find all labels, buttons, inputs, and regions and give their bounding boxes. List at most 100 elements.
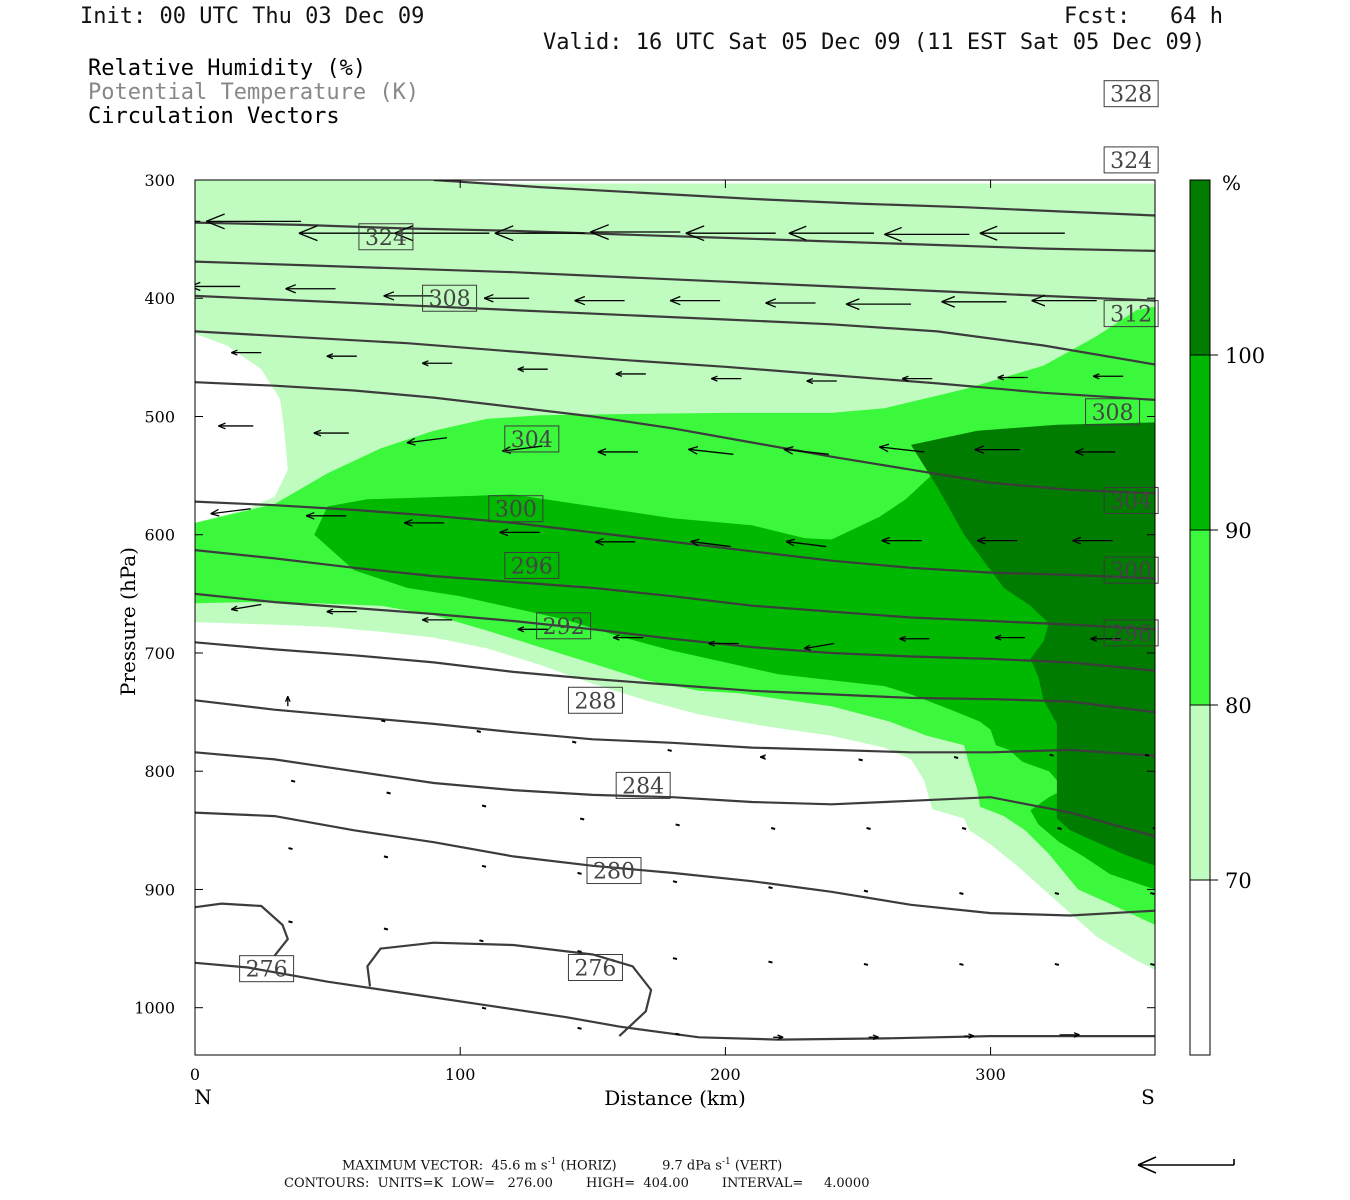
circulation-vector	[770, 827, 776, 830]
theta-label-text: 304	[1110, 489, 1152, 514]
circulation-vector	[231, 349, 262, 356]
circulation-vector	[667, 748, 672, 752]
circulation-vector	[845, 298, 912, 311]
theta-contour-280	[195, 811, 1155, 917]
theta-label-308: 308	[1085, 398, 1141, 426]
circulation-vector	[788, 225, 874, 241]
circulation-vector	[1054, 892, 1060, 895]
circulation-vector	[571, 740, 577, 744]
max-vector-readout: MAXIMUM VECTOR: 45.6 m s-1 (HORIZ) 9.7 d…	[342, 1157, 782, 1173]
theta-contour-316	[195, 294, 1155, 366]
theta-contour-288	[195, 699, 1155, 757]
theta-label-276: 276	[239, 955, 295, 983]
y-tick-label: 800	[144, 762, 175, 781]
theta-label-text: 324	[365, 226, 407, 251]
max-vector-horiz-tag: (HORIZ)	[560, 1158, 617, 1174]
circulation-vector	[959, 892, 964, 895]
theta-contour-284	[195, 751, 1155, 838]
y-tick-label: 400	[144, 289, 175, 308]
circulation-vector	[298, 225, 394, 242]
colorbar-frame	[1189, 179, 1211, 1056]
theta-label-text: 288	[574, 689, 616, 714]
circulation-vector	[404, 519, 445, 527]
theta-label-text: 296	[511, 554, 553, 579]
circulation-vector	[863, 962, 869, 966]
circulation-vector	[881, 536, 922, 545]
theta-label-text: 304	[511, 428, 553, 453]
circulation-vector	[765, 298, 816, 308]
y-axis-label: Pressure (hPa)	[116, 547, 140, 696]
circulation-vector	[961, 827, 967, 830]
circulation-vector	[803, 642, 835, 651]
y-tick-label: 700	[144, 644, 175, 663]
circulation-vector	[195, 220, 201, 223]
circulation-vector	[476, 730, 481, 733]
circulation-vector	[690, 538, 731, 548]
circulation-vector	[785, 538, 827, 548]
circulation-vector	[858, 758, 863, 762]
theta-label-text: 308	[1092, 401, 1134, 426]
forecast-hour: Fcst: 64 h	[1064, 4, 1223, 29]
theta-contour-296	[195, 592, 1155, 672]
max-vector-label: MAXIMUM VECTOR:	[342, 1158, 484, 1174]
circulation-vector	[326, 608, 357, 615]
circulation-vector	[1092, 373, 1124, 380]
circulation-vector	[230, 603, 262, 612]
theta-label-324: 324	[358, 223, 414, 251]
circulation-vector	[494, 225, 585, 242]
theta-label-312: 312	[1103, 300, 1159, 328]
theta-label-text: 284	[622, 774, 664, 799]
x-end-label-north: N	[194, 1085, 212, 1109]
circulation-vector	[1144, 753, 1150, 757]
theta-contour-292	[195, 641, 1155, 714]
theta-label-text: 292	[543, 615, 585, 640]
reference-vector-arrow	[1137, 1156, 1235, 1174]
theta-label-308: 308	[422, 284, 478, 312]
theta-label-text: 300	[1110, 559, 1152, 584]
circulation-vector	[997, 374, 1028, 381]
circulation-vector	[669, 295, 721, 306]
circulation-vector	[305, 511, 347, 520]
x-end-label-south: S	[1141, 1085, 1155, 1109]
circulation-vector	[868, 1034, 879, 1041]
field-rh-title: Relative Humidity (%)	[88, 56, 367, 81]
circulation-vector	[1074, 448, 1116, 456]
theta-contour-300	[195, 549, 1155, 631]
circulation-vector	[884, 226, 970, 242]
circulation-vector	[863, 889, 869, 893]
circulation-vector	[685, 225, 776, 242]
circulation-vector	[899, 635, 930, 642]
circulation-vector	[313, 429, 349, 437]
circulation-vector	[406, 437, 448, 446]
max-vector-horiz-exponent: -1	[547, 1157, 557, 1167]
circulation-vector	[953, 756, 959, 759]
colorbar-unit: %	[1222, 171, 1241, 195]
theta-contour-324	[195, 221, 1155, 252]
circulation-vector	[326, 353, 357, 360]
y-tick-label: 500	[144, 407, 175, 426]
circulation-vector	[783, 446, 829, 455]
circulation-vector	[383, 927, 389, 931]
circulation-vector	[994, 634, 1026, 641]
circulation-vector	[708, 640, 739, 647]
circulation-vector	[1152, 827, 1155, 830]
theta-label-text: 308	[429, 287, 471, 312]
theta-label-text: 328	[1110, 83, 1152, 108]
theta-contour-276	[195, 902, 290, 957]
circulation-vector	[288, 847, 293, 851]
circulation-vector	[394, 225, 490, 242]
valid-time: Valid: 16 UTC Sat 05 Dec 09 (11 EST Sat …	[543, 30, 1206, 55]
circulation-vector	[675, 1032, 680, 1036]
circulation-vector	[481, 864, 487, 868]
max-vector-vert: 9.7 dPa s	[662, 1158, 722, 1174]
theta-contour-276	[366, 941, 653, 1037]
colorbar-tick-label: 90	[1225, 519, 1252, 543]
theta-label-text: 312	[1110, 303, 1152, 328]
circulation-vector	[386, 791, 391, 795]
field-theta-title: Potential Temperature (K)	[88, 80, 420, 105]
circulation-vector	[288, 920, 293, 924]
circulation-vector	[383, 855, 389, 859]
circulation-vector	[806, 377, 837, 385]
circulation-vector	[759, 754, 766, 760]
theta-label-text: 296	[1110, 622, 1152, 647]
